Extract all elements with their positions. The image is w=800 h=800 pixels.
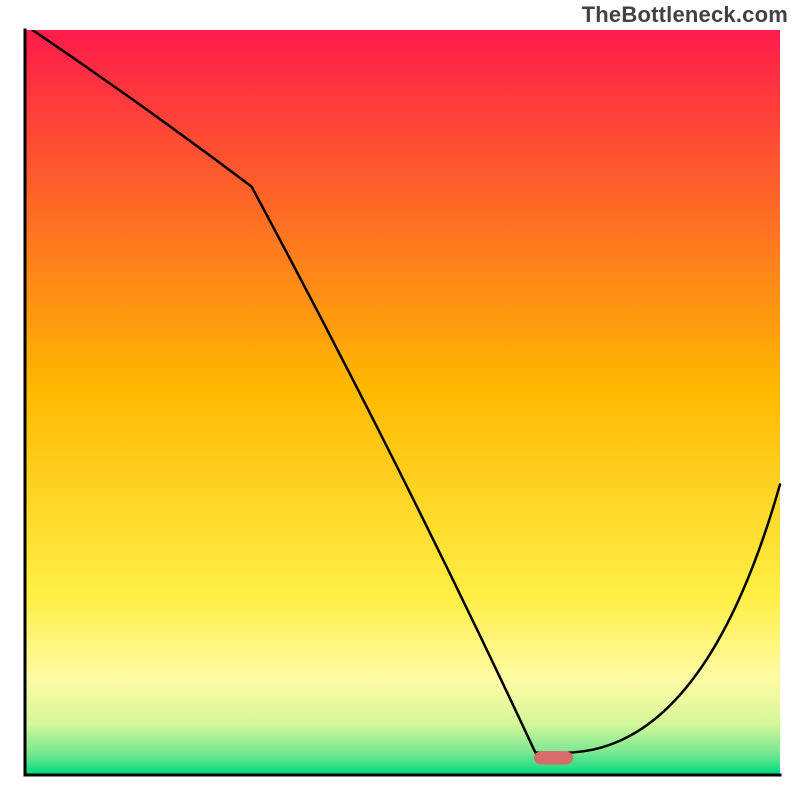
optimal-marker [534, 751, 573, 764]
chart-container: TheBottleneck.com [0, 0, 800, 800]
chart-svg [0, 0, 800, 800]
gradient-background [25, 30, 780, 775]
